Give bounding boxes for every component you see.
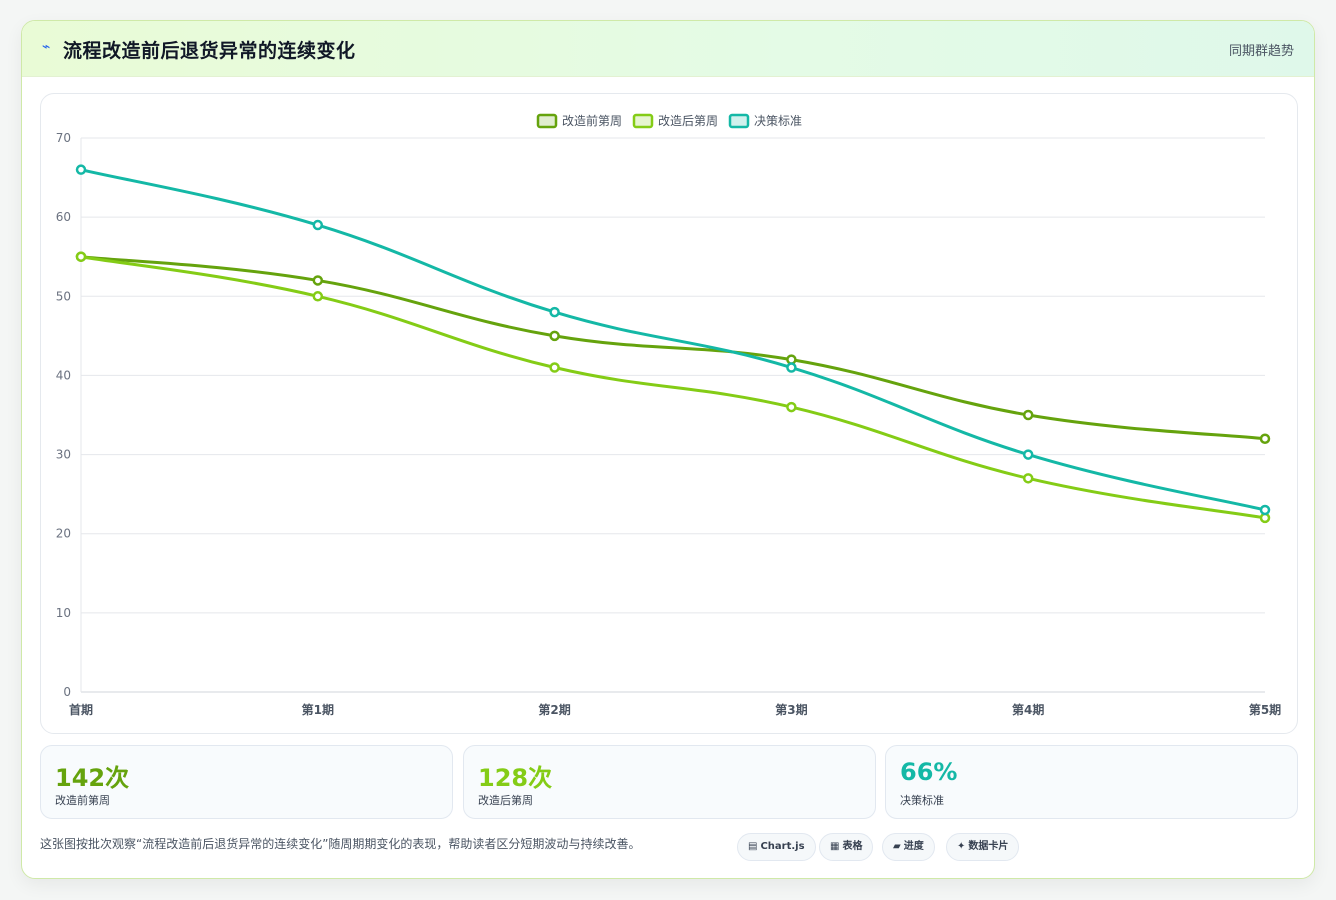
x-tick-label: 第3期	[775, 702, 807, 717]
data-point	[1022, 473, 1034, 484]
stat-value: 142次	[55, 764, 130, 792]
y-tick-label: 20	[56, 527, 71, 541]
stat-cards: 142次 改造前第周 128次 改造后第周 66% 决策标准	[40, 745, 1298, 819]
legend-swatch	[632, 113, 654, 129]
x-tick-label: 第1期	[302, 702, 334, 717]
progress-icon: ▰	[893, 841, 901, 852]
data-point	[786, 362, 797, 373]
y-tick-label: 50	[56, 289, 71, 303]
lightning-icon: ⌁	[42, 39, 51, 55]
y-tick-label: 40	[56, 368, 71, 382]
data-point	[312, 291, 324, 302]
data-point	[549, 306, 560, 318]
x-tick-label: 首期	[69, 702, 93, 717]
pill-chartjs[interactable]: ▤ Chart.js	[737, 833, 816, 861]
legend-swatch	[536, 113, 558, 129]
y-tick-label: 0	[63, 685, 71, 699]
chart-area: 0 10 20 30 40 50 60 70 首期 第1期 第2期 第3期 第4期 第5期 改造前第周 改造后…	[40, 93, 1298, 734]
y-tick-label: 10	[56, 606, 71, 620]
pill-datacard[interactable]: ✦ 数据卡片	[946, 833, 1020, 861]
data-point	[1259, 504, 1271, 516]
pill-table[interactable]: ▦ 表格	[819, 833, 874, 861]
x-tick-label: 第2期	[538, 702, 570, 717]
y-tick-label: 70	[56, 131, 71, 145]
pill-label: 数据卡片	[968, 841, 1009, 852]
stat-label: 改造前第周	[55, 794, 110, 807]
stat-value: 128次	[478, 764, 553, 792]
header-tag: 同期群趋势	[1228, 44, 1294, 59]
chart-icon: ▤	[748, 841, 758, 852]
chart-description: 这张图按批次观察“流程改造前后退货异常的连续变化”随周期期变化的表现，帮助读者区…	[40, 837, 641, 851]
page-title: 流程改造前后退货异常的连续变化	[63, 40, 356, 62]
stat-label: 决策标准	[900, 794, 944, 807]
x-tick-label: 第4期	[1012, 702, 1044, 717]
sparkle-icon: ✦	[957, 841, 966, 852]
stat-value: 66%	[900, 758, 958, 786]
pill-progress[interactable]: ▰ 进度	[882, 833, 935, 861]
series-line-0	[79, 255, 1267, 441]
data-point	[312, 219, 324, 231]
data-point	[1259, 433, 1271, 444]
line-chart: 0 10 20 30 40 50 60 70 首期 第1期 第2期 第3期 第4期 第5期 改造前第周 改造后…	[56, 113, 1281, 717]
data-point	[1022, 409, 1034, 421]
y-tick-label: 60	[56, 210, 71, 224]
data-point	[75, 164, 87, 175]
stat-card-after: 128次 改造后第周	[463, 745, 876, 819]
pill-label: 表格	[842, 841, 863, 852]
x-tick-label: 第5期	[1249, 702, 1281, 717]
data-point	[549, 330, 560, 342]
table-icon: ▦	[830, 841, 840, 852]
pill-label: Chart.js	[760, 841, 805, 852]
series-line-1	[79, 255, 1267, 520]
data-point	[786, 401, 797, 413]
y-tick-label: 30	[56, 448, 71, 462]
data-point	[1022, 449, 1034, 460]
pill-label: 进度	[903, 841, 924, 852]
stat-card-standard: 66% 决策标准	[885, 745, 1298, 819]
stat-label: 改造后第周	[478, 794, 533, 807]
legend-label: 改造前第周	[562, 113, 622, 128]
stat-card-before: 142次 改造前第周	[40, 745, 453, 819]
data-point	[549, 362, 560, 373]
card-header: ⌁ 流程改造前后退货异常的连续变化 同期群趋势	[22, 21, 1314, 77]
legend-label: 改造后第周	[658, 114, 718, 128]
legend-label: 决策标准	[754, 114, 802, 128]
data-point	[312, 275, 324, 286]
legend-swatch	[728, 113, 750, 129]
chart-card: ⌁ 流程改造前后退货异常的连续变化 同期群趋势 0 10 20 30 40 50 60 70 首…	[21, 20, 1315, 879]
data-point	[75, 251, 87, 262]
series-line-2	[79, 168, 1267, 512]
